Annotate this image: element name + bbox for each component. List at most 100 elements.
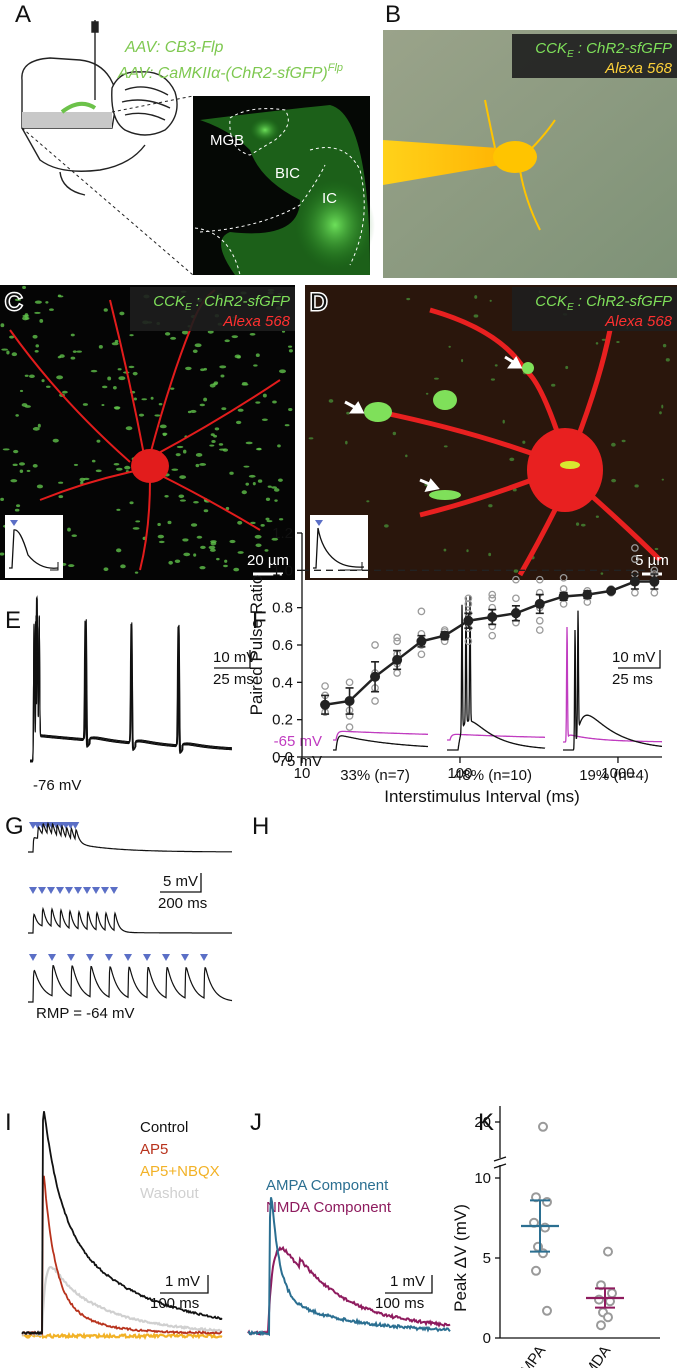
speck: [19, 462, 26, 466]
mean-marker: [439, 630, 450, 641]
trace: [247, 1197, 451, 1337]
speck: [182, 538, 189, 542]
stim-marker: [47, 887, 55, 894]
speck: [174, 559, 181, 563]
data-point: [631, 588, 639, 597]
stim-marker: [105, 954, 113, 961]
data-point: [464, 594, 473, 603]
mean-marker: [416, 636, 427, 647]
speck: [261, 418, 268, 422]
speck: [132, 527, 140, 530]
panel-label: H: [252, 813, 269, 840]
speck: [116, 508, 121, 511]
speck: [199, 403, 205, 407]
speck: [345, 440, 348, 445]
trace: [333, 730, 428, 741]
speck: [254, 534, 262, 539]
y-tick-label: 10: [474, 1170, 491, 1187]
speck: [661, 404, 664, 409]
speck: [120, 564, 126, 569]
scale-label: 100 ms: [150, 1295, 199, 1312]
legend-box: [130, 287, 295, 331]
scale-label: 1 mV: [390, 1273, 425, 1290]
speck: [277, 478, 283, 482]
speck: [489, 299, 492, 302]
scale-label: 25 ms: [612, 671, 653, 688]
legend-text: : ChR2-sfGFP: [574, 40, 672, 57]
trace: [21, 1111, 223, 1336]
speck: [595, 342, 599, 345]
inset: [5, 515, 368, 578]
speck: [262, 393, 267, 398]
speck: [237, 408, 244, 412]
data-point: [464, 600, 473, 608]
legend-text: Control: [140, 1119, 188, 1136]
mean-marker: [534, 598, 545, 609]
speck: [159, 424, 167, 429]
speck: [114, 406, 120, 410]
trace: [21, 1331, 223, 1341]
stim-marker: [86, 954, 94, 961]
data-point: [607, 1288, 617, 1299]
trace: [30, 617, 232, 763]
speck: [473, 314, 479, 318]
speck: [102, 385, 108, 389]
speck: [195, 453, 203, 457]
speck: [179, 475, 187, 479]
stim-marker: [29, 954, 37, 961]
data-point: [488, 631, 497, 640]
x-axis-label: Interstimulus Interval (ms): [384, 787, 580, 806]
speck: [32, 334, 38, 339]
speck: [209, 548, 216, 552]
zoom-line: [111, 95, 194, 113]
speck: [10, 479, 18, 483]
stim-marker: [181, 954, 189, 961]
legend-text: Alexa 568: [222, 313, 290, 330]
speck: [111, 342, 119, 346]
mean-marker: [582, 589, 593, 600]
speck: [288, 408, 293, 412]
speck: [513, 569, 519, 573]
speck: [616, 340, 620, 344]
data-point: [393, 637, 401, 646]
trace: [247, 1245, 451, 1336]
speck: [90, 369, 98, 373]
y-tick-label: 0.4: [272, 674, 293, 691]
speck: [611, 442, 616, 447]
panel-label: B: [385, 1, 401, 28]
speck: [19, 469, 24, 473]
speck: [237, 551, 244, 554]
y-axis-label: Paired Pulse Ratio: [247, 575, 266, 716]
speck: [384, 524, 389, 528]
speck: [243, 465, 250, 468]
speck: [103, 567, 109, 572]
scale-label: 10 mV: [213, 649, 256, 666]
speck: [116, 467, 123, 471]
speck: [129, 334, 134, 337]
region-label: BIC: [275, 165, 300, 182]
brain-sketch: [21, 20, 178, 196]
x-tick-label: 100: [447, 765, 472, 782]
speck: [9, 335, 15, 339]
trace: [563, 626, 662, 743]
stim-marker: [38, 887, 46, 894]
speck: [255, 447, 262, 451]
speck: [249, 332, 256, 336]
speck: [271, 486, 278, 489]
speck: [241, 490, 247, 495]
speck: [406, 297, 411, 301]
scale-label: 1 mV: [165, 1273, 200, 1290]
error-bar: [595, 1287, 615, 1309]
speck: [213, 381, 219, 385]
green-puncta: [364, 362, 580, 500]
panel-label: K: [478, 1109, 494, 1136]
speck: [659, 411, 662, 415]
speck: [260, 524, 265, 527]
scale-label: 100 ms: [375, 1295, 424, 1312]
speck: [621, 439, 626, 443]
data-point: [488, 594, 497, 603]
speck: [346, 411, 350, 415]
trace: [21, 1265, 223, 1337]
speck: [203, 367, 208, 371]
stim-marker: [56, 887, 64, 894]
